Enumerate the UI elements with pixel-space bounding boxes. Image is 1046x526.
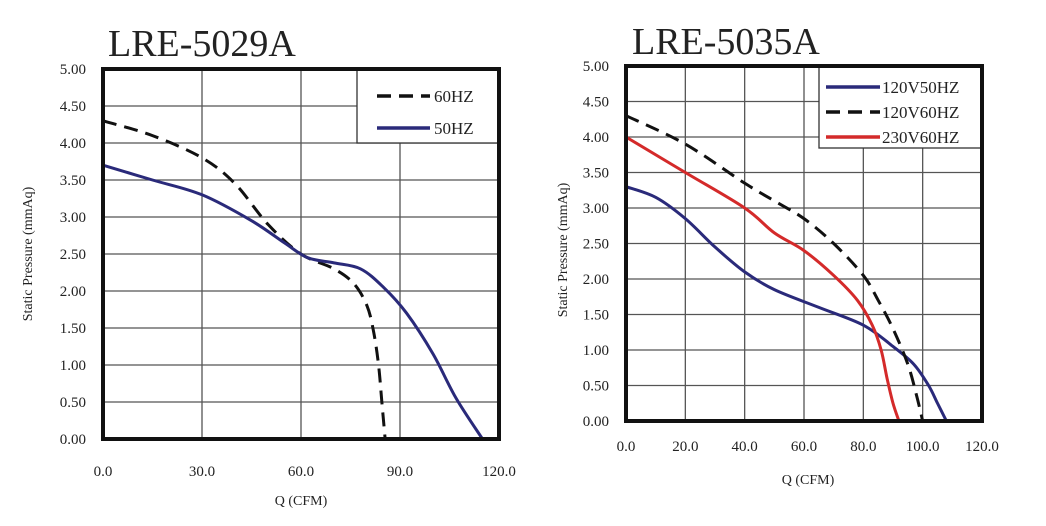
chart-title: LRE-5035A [632, 21, 820, 63]
x-tick-label: 40.0 [732, 439, 758, 455]
series-line-230v60hz [625, 135, 901, 422]
legend: 60HZ 50HZ [356, 68, 500, 144]
legend-box [818, 65, 983, 149]
y-tick-label: 2.00 [583, 272, 609, 288]
y-tick-label: 2.50 [583, 237, 609, 253]
ticks: 0.00 0.50 1.00 1.50 2.00 2.50 3.00 3.50 4.00 4.50… [60, 62, 516, 480]
x-tick-label: 60.0 [288, 464, 314, 480]
plot-frame [624, 64, 984, 423]
series-line-120v50hz [625, 185, 948, 422]
y-tick-label: 5.00 [60, 62, 86, 78]
y-tick-label: 0.00 [60, 432, 86, 448]
y-tick-label: 5.00 [583, 59, 609, 75]
legend-box [356, 68, 500, 144]
x-tick-label: 0.0 [94, 464, 113, 480]
x-tick-label: 0.0 [617, 439, 636, 455]
legend-label: 60HZ [434, 87, 474, 106]
y-tick-label: 1.50 [60, 321, 86, 337]
y-tick-label: 2.00 [60, 284, 86, 300]
x-tick-label: 80.0 [850, 439, 876, 455]
y-tick-label: 3.00 [583, 201, 609, 217]
y-tick-label: 0.00 [583, 414, 609, 430]
x-tick-label: 100.0 [906, 439, 940, 455]
x-axis-label: Q (CFM) [275, 494, 328, 509]
legend: 120V50HZ 120V60HZ 230V60HZ [818, 65, 983, 149]
series-line-60hz [102, 119, 387, 440]
series-line-50hz [102, 163, 484, 440]
y-tick-label: 1.00 [583, 343, 609, 359]
legend-label: 120V50HZ [882, 78, 959, 97]
y-tick-label: 4.00 [583, 130, 609, 146]
y-tick-label: 4.50 [60, 99, 86, 115]
y-tick-label: 1.50 [583, 308, 609, 324]
x-tick-label: 90.0 [387, 464, 413, 480]
legend-label: 230V60HZ [882, 128, 959, 147]
y-tick-label: 3.00 [60, 210, 86, 226]
y-tick-label: 3.50 [60, 173, 86, 189]
chart-lre-5029a: LRE-5029A Q (CFM) Static Pressure (mmAq)… [21, 23, 516, 509]
x-tick-label: 60.0 [791, 439, 817, 455]
x-tick-label: 120.0 [965, 439, 999, 455]
y-axis-label: Static Pressure (mmAq) [21, 186, 36, 321]
y-tick-label: 1.00 [60, 358, 86, 374]
ticks: 0.00 0.50 1.00 1.50 2.00 2.50 3.00 3.50 4.00 4.50… [583, 59, 999, 455]
legend-label: 120V60HZ [882, 103, 959, 122]
y-axis-label: Static Pressure (mmAq) [556, 182, 571, 317]
y-tick-label: 2.50 [60, 247, 86, 263]
plot-frame [101, 67, 501, 441]
y-tick-label: 3.50 [583, 166, 609, 182]
series [102, 119, 484, 440]
y-tick-label: 0.50 [60, 395, 86, 411]
chart-lre-5035a: LRE-5035A Q (CFM) Static Pressure (mmAq)… [556, 21, 999, 488]
x-tick-label: 20.0 [672, 439, 698, 455]
y-tick-label: 4.50 [583, 95, 609, 111]
legend-label: 50HZ [434, 119, 474, 138]
series-line-120v60hz [625, 114, 925, 422]
chart-title: LRE-5029A [108, 23, 296, 65]
x-tick-label: 120.0 [482, 464, 516, 480]
y-tick-label: 0.50 [583, 379, 609, 395]
series [625, 114, 948, 422]
x-axis-label: Q (CFM) [782, 473, 835, 488]
y-tick-label: 4.00 [60, 136, 86, 152]
x-tick-label: 30.0 [189, 464, 215, 480]
